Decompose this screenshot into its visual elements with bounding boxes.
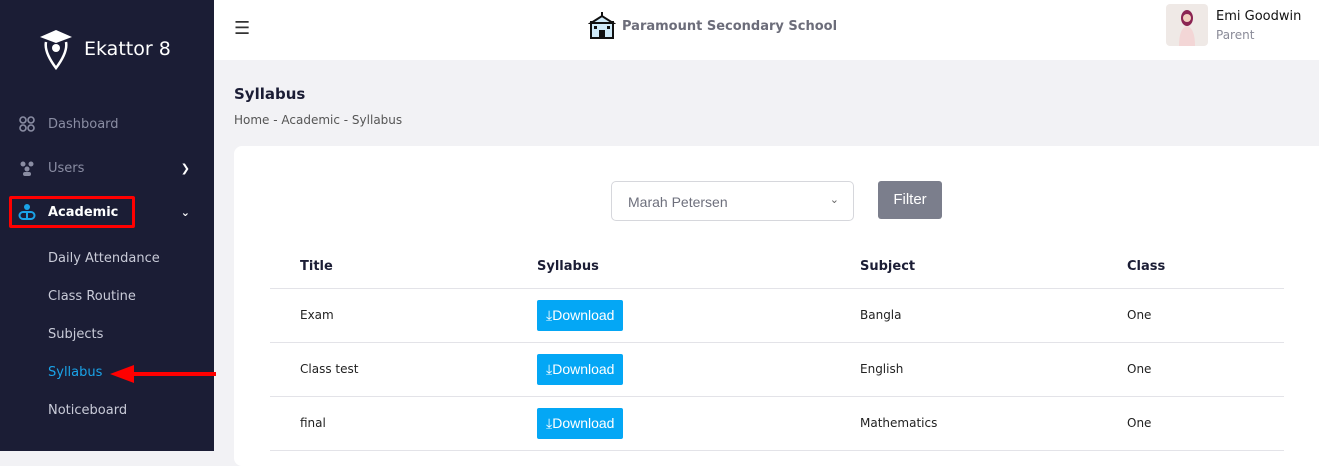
cell-class: One <box>1097 288 1284 343</box>
column-header: Syllabus <box>507 246 830 289</box>
cell-syllabus: ⤓Download <box>507 288 830 343</box>
download-button[interactable]: ⤓Download <box>537 299 624 331</box>
cell-syllabus: ⤓Download <box>507 396 830 451</box>
submenu-syllabus[interactable]: Syllabus <box>48 365 103 380</box>
download-label: Download <box>552 414 615 431</box>
download-label: Download <box>552 360 615 377</box>
user-profile[interactable]: Emi Goodwin Parent <box>1166 4 1301 46</box>
top-header: ☰ Paramount Secondary School Emi Goodwin… <box>214 0 1319 60</box>
submenu-daily-attendance[interactable]: Daily Attendance <box>48 251 160 266</box>
cell-subject: Bangla <box>830 288 1097 343</box>
chevron-down-icon: ⌄ <box>180 205 190 219</box>
school-title: Paramount Secondary School <box>622 18 838 34</box>
sidebar-item-label: Dashboard <box>48 116 119 132</box>
chevron-right-icon: ❯ <box>180 161 190 175</box>
users-icon <box>18 159 36 177</box>
cell-title: Class test <box>270 342 507 397</box>
submenu-noticeboard[interactable]: Noticeboard <box>48 403 128 418</box>
table-row: Exam ⤓Download Bangla One <box>270 288 1284 343</box>
arrow-annotation <box>110 365 216 383</box>
sidebar: Ekattor 8 Dashboard Users ❯ Academic ⌄ D… <box>0 0 214 451</box>
select-value: Marah Petersen <box>628 194 728 210</box>
avatar <box>1166 4 1208 46</box>
brand-logo[interactable]: Ekattor 8 <box>38 28 171 70</box>
cell-title: final <box>270 396 507 451</box>
column-header: Subject <box>830 246 1097 289</box>
sidebar-item-label: Academic <box>48 204 119 220</box>
hamburger-menu-icon[interactable]: ☰ <box>234 18 251 39</box>
submenu-subjects[interactable]: Subjects <box>48 327 104 342</box>
sidebar-item-academic[interactable]: Academic ⌄ <box>18 203 198 221</box>
cell-class: One <box>1097 396 1284 451</box>
filter-button[interactable]: Filter <box>878 181 942 219</box>
download-label: Download <box>552 306 615 323</box>
grid-icon <box>18 115 36 133</box>
download-icon: ⤓ <box>546 306 553 323</box>
page-title: Syllabus <box>234 85 306 103</box>
user-name: Emi Goodwin <box>1216 9 1302 24</box>
student-select[interactable]: Marah Petersen ⌄ <box>611 181 854 221</box>
highlight-annotation <box>9 196 135 228</box>
cell-subject: English <box>830 342 1097 397</box>
cell-subject: Mathematics <box>830 396 1097 451</box>
breadcrumb: Home - Academic - Syllabus <box>234 113 403 127</box>
syllabus-card: Marah Petersen ⌄ Filter Title Syllabus Su… <box>234 146 1319 466</box>
column-header: Class <box>1097 246 1284 289</box>
school-name: Paramount Secondary School <box>588 12 837 40</box>
submenu-class-routine[interactable]: Class Routine <box>48 289 136 304</box>
column-header: Title <box>270 246 507 289</box>
user-role: Parent <box>1216 28 1255 42</box>
cell-syllabus: ⤓Download <box>507 342 830 397</box>
sidebar-item-label: Users <box>48 160 85 176</box>
download-icon: ⤓ <box>546 360 553 377</box>
download-button[interactable]: ⤓Download <box>537 407 624 439</box>
academic-icon <box>18 203 36 221</box>
sidebar-item-dashboard[interactable]: Dashboard <box>18 115 198 133</box>
table-row: final ⤓Download Mathematics One <box>270 396 1284 451</box>
school-icon <box>588 12 616 39</box>
brand-name: Ekattor 8 <box>84 38 171 60</box>
table-row: Class test ⤓Download English One <box>270 342 1284 397</box>
syllabus-table: Title Syllabus Subject Class Exam ⤓Downl… <box>270 246 1284 451</box>
cell-title: Exam <box>270 288 507 343</box>
cell-class: One <box>1097 342 1284 397</box>
sidebar-item-users[interactable]: Users ❯ <box>18 159 198 177</box>
chevron-down-icon: ⌄ <box>829 194 839 206</box>
download-button[interactable]: ⤓Download <box>537 353 624 385</box>
download-icon: ⤓ <box>546 414 553 431</box>
logo-icon <box>40 30 72 70</box>
